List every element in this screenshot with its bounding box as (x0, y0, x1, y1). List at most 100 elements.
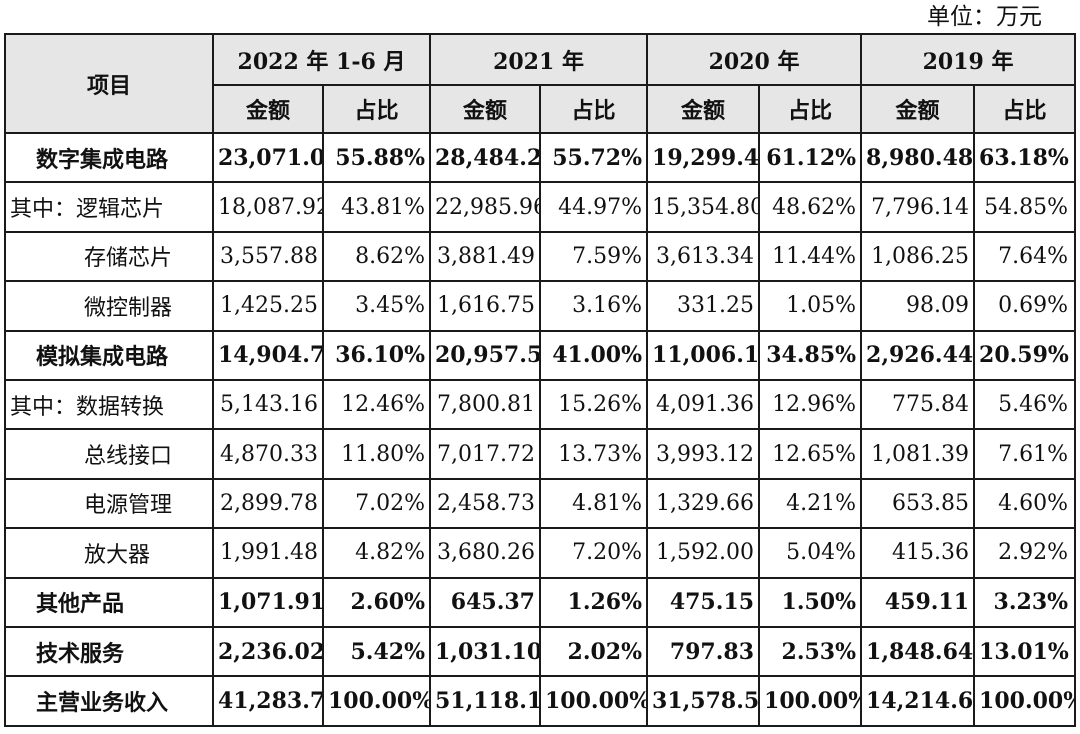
ratio-cell: 100.00% (322, 675, 431, 727)
header-amount: 金额 (646, 84, 761, 134)
ratio-cell: 7.02% (322, 477, 431, 530)
amount-cell: 1,616.75 (429, 280, 541, 332)
amount-cell: 459.11 (860, 576, 976, 628)
ratio-cell: 63.18% (973, 131, 1077, 184)
row-label: 主营业务收入 (4, 675, 214, 727)
amount-cell: 1,081.39 (860, 428, 976, 480)
ratio-cell: 100.00% (973, 675, 1077, 727)
ratio-cell: 12.65% (758, 428, 863, 480)
ratio-cell: 0.69% (973, 280, 1077, 332)
table-row: 微控制器 1,425.25 3.45% 1,616.75 3.16% 331.25 1.05… (4, 280, 1077, 332)
ratio-cell: 4.21% (758, 477, 863, 530)
amount-cell: 3,881.49 (429, 230, 541, 283)
row-label: 数字集成电路 (4, 131, 214, 184)
amount-cell: 28,484.20 (429, 131, 541, 184)
header-period: 2021 年 (428, 33, 649, 86)
amount-cell: 775.84 (860, 378, 976, 431)
table-row: 其中：数据转换 5,143.16 12.46% 7,800.81 15.26% 4,091… (4, 378, 1077, 431)
ratio-cell: 55.88% (322, 131, 431, 184)
amount-cell: 22,985.96 (429, 181, 541, 233)
ratio-cell: 7.61% (973, 428, 1077, 480)
amount-cell: 23,071.05 (212, 131, 324, 184)
header-ratio: 占比 (538, 84, 649, 134)
ratio-cell: 2.60% (322, 576, 431, 628)
amount-cell: 31,578.53 (646, 675, 761, 727)
table-row: 技术服务 2,236.02 5.42% 1,031.10 2.02% 797.83 2.53… (4, 625, 1077, 678)
amount-cell: 1,848.64 (860, 625, 976, 678)
ratio-cell: 3.45% (322, 280, 431, 332)
row-label: 微控制器 (4, 280, 214, 332)
amount-cell: 51,118.19 (429, 675, 541, 727)
ratio-cell: 36.10% (322, 329, 431, 381)
ratio-cell: 48.62% (758, 181, 863, 233)
row-label: 放大器 (4, 527, 214, 579)
amount-cell: 2,236.02 (212, 625, 324, 678)
amount-cell: 41,283.72 (212, 675, 324, 727)
ratio-cell: 11.80% (322, 428, 431, 480)
ratio-cell: 4.81% (538, 477, 649, 530)
row-label: 其中：逻辑芯片 (4, 181, 214, 233)
ratio-cell: 41.00% (538, 329, 649, 381)
ratio-cell: 3.23% (973, 576, 1077, 628)
row-label: 模拟集成电路 (4, 329, 214, 381)
amount-cell: 3,680.26 (429, 527, 541, 579)
amount-cell: 475.15 (646, 576, 761, 628)
ratio-cell: 61.12% (758, 131, 863, 184)
amount-cell: 1,086.25 (860, 230, 976, 283)
table-row: 电源管理 2,899.78 7.02% 2,458.73 4.81% 1,329.66 4.… (4, 477, 1077, 530)
amount-cell: 7,017.72 (429, 428, 541, 480)
ratio-cell: 55.72% (538, 131, 649, 184)
amount-cell: 1,329.66 (646, 477, 761, 530)
ratio-cell: 1.05% (758, 280, 863, 332)
amount-cell: 1,425.25 (212, 280, 324, 332)
amount-cell: 3,613.34 (646, 230, 761, 283)
header-ratio: 占比 (758, 84, 863, 134)
ratio-cell: 13.01% (973, 625, 1077, 678)
table-row: 存储芯片 3,557.88 8.62% 3,881.49 7.59% 3,613.34 11… (4, 230, 1077, 283)
ratio-cell: 4.82% (322, 527, 431, 579)
ratio-cell: 7.59% (538, 230, 649, 283)
ratio-cell: 100.00% (538, 675, 649, 727)
header-period: 2020 年 (646, 33, 863, 86)
row-label: 其中：数据转换 (4, 378, 214, 431)
ratio-cell: 54.85% (973, 181, 1077, 233)
amount-cell: 5,143.16 (212, 378, 324, 431)
ratio-cell: 43.81% (322, 181, 431, 233)
table-row: 其中：逻辑芯片 18,087.92 43.81% 22,985.96 44.97% 15,… (4, 181, 1077, 233)
ratio-cell: 2.92% (973, 527, 1077, 579)
amount-cell: 653.85 (860, 477, 976, 530)
table-row: 数字集成电路23,071.0555.88%28,484.2055.72%19,2… (4, 131, 1077, 184)
header-item: 项目 (4, 33, 214, 134)
header-row-periods: 项目 2022 年 1-6 月 2021 年 2020 年 2019 年 (4, 33, 1077, 134)
table-row: 总线接口 4,870.33 11.80% 7,017.72 13.73% 3,993.12… (4, 428, 1077, 480)
amount-cell: 4,091.36 (646, 378, 761, 431)
header-amount: 金额 (860, 84, 976, 134)
amount-cell: 1,991.48 (212, 527, 324, 579)
amount-cell: 7,800.81 (429, 378, 541, 431)
amount-cell: 15,354.80 (646, 181, 761, 233)
amount-cell: 645.37 (429, 576, 541, 628)
row-label: 电源管理 (4, 477, 214, 530)
header-row-metrics: 金额 占比 金额 占比 金额 占比 金额 占比 (5, 84, 1077, 134)
table-row: 模拟集成电路14,904.7436.10%20,957.5341.00%11,0… (4, 329, 1077, 381)
amount-cell: 11,006.14 (646, 329, 761, 381)
amount-cell: 1,031.10 (429, 625, 541, 678)
ratio-cell: 100.00% (758, 675, 863, 727)
unit-label: 单位：万元 (927, 4, 1042, 30)
ratio-cell: 34.85% (758, 329, 863, 381)
ratio-cell: 12.96% (758, 378, 863, 431)
ratio-cell: 4.60% (973, 477, 1077, 530)
ratio-cell: 1.26% (538, 576, 649, 628)
row-label: 存储芯片 (4, 230, 214, 283)
row-label: 总线接口 (4, 428, 214, 480)
amount-cell: 4,870.33 (212, 428, 324, 480)
amount-cell: 8,980.48 (860, 131, 976, 184)
amount-cell: 2,458.73 (429, 477, 541, 530)
ratio-cell: 5.42% (322, 625, 431, 678)
amount-cell: 3,557.88 (212, 230, 324, 283)
ratio-cell: 11.44% (758, 230, 863, 283)
header-ratio: 占比 (973, 84, 1077, 134)
amount-cell: 14,904.74 (212, 329, 324, 381)
ratio-cell: 2.02% (538, 625, 649, 678)
amount-cell: 797.83 (646, 625, 761, 678)
